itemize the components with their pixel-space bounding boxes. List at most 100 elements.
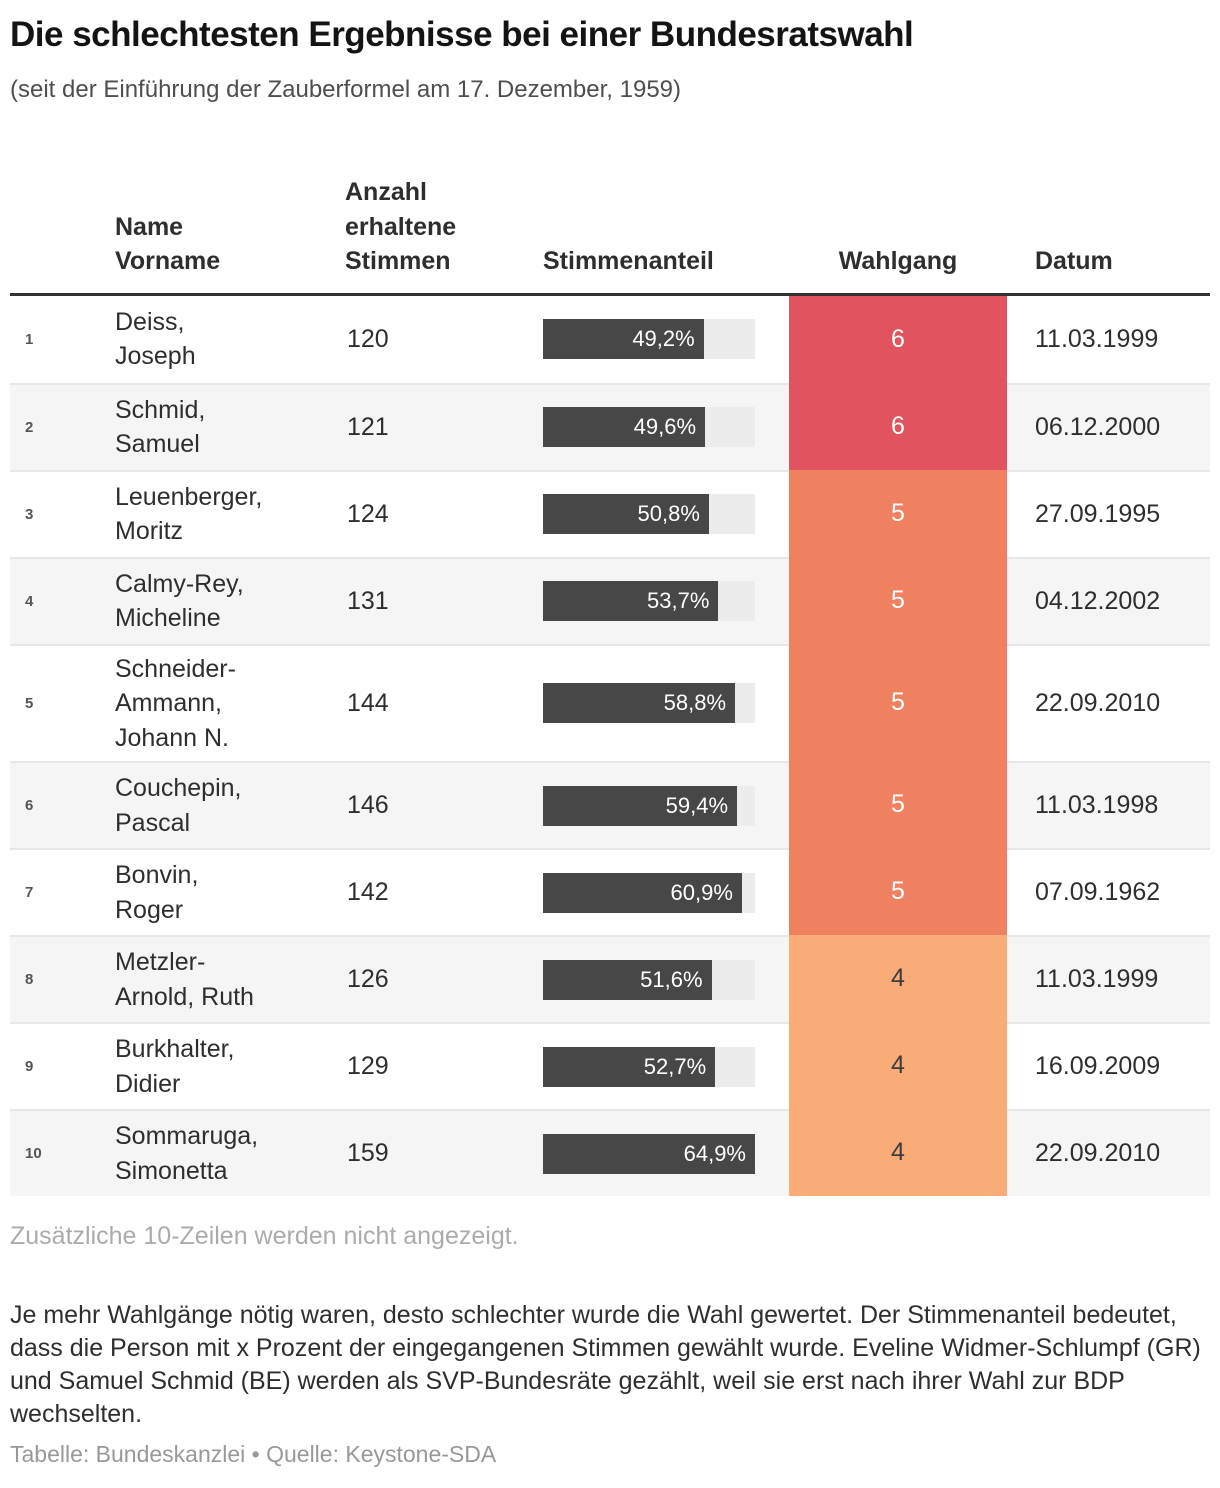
row-share: 52,7% bbox=[543, 1022, 789, 1109]
share-bar-fill: 59,4% bbox=[543, 785, 738, 826]
row-rank: 4 bbox=[10, 556, 115, 644]
row-date: 04.12.2002 bbox=[1007, 556, 1210, 644]
column-header-round-label: Wahlgang bbox=[838, 247, 958, 276]
share-bar-track: 49,6% bbox=[543, 407, 755, 448]
row-date: 11.03.1999 bbox=[1007, 935, 1210, 1023]
source-credit: Tabelle: Bundeskanzlei • Quelle: Keyston… bbox=[10, 1441, 497, 1468]
table-row: 4 Calmy-Rey, Micheline 131 53,7% 5 04.12.2002 bbox=[10, 556, 1210, 644]
share-bar-fill: 52,7% bbox=[543, 1046, 716, 1087]
row-votes: 126 bbox=[345, 935, 543, 1023]
share-bar-fill: 60,9% bbox=[543, 872, 742, 913]
row-name: Deiss, Joseph bbox=[115, 296, 345, 383]
row-votes: 131 bbox=[345, 556, 543, 644]
row-share: 64,9% bbox=[543, 1109, 789, 1197]
row-name-label: Deiss, Joseph bbox=[115, 307, 196, 371]
row-round: 4 bbox=[789, 935, 1007, 1023]
row-votes: 120 bbox=[347, 324, 389, 353]
share-bar-label: 58,8% bbox=[663, 690, 727, 716]
row-round: 5 bbox=[789, 556, 1007, 644]
row-name-label: Metzler- Arnold, Ruth bbox=[115, 948, 254, 1011]
page-subtitle: (seit der Einführung der Zauberformel am… bbox=[10, 76, 682, 103]
column-header-date-label: Datum bbox=[1035, 247, 1113, 276]
share-bar-label: 52,7% bbox=[643, 1053, 707, 1079]
table-row: 10 Sommaruga, Simonetta 159 64,9% 4 22.09.201… bbox=[10, 1109, 1210, 1197]
row-round: 5 bbox=[789, 761, 1007, 849]
share-bar-fill: 51,6% bbox=[543, 959, 712, 1000]
row-round: 4 bbox=[789, 1109, 1007, 1197]
row-name: Schneider- Ammann, Johann N. bbox=[115, 643, 345, 762]
row-date: 11.03.1999 bbox=[1035, 324, 1159, 353]
row-name-label: Bonvin, Roger bbox=[115, 861, 199, 924]
column-header-round: Wahlgang bbox=[789, 244, 1007, 293]
column-header-votes-label: Anzahl erhaltene Stimmen bbox=[345, 178, 457, 276]
row-votes: 129 bbox=[345, 1022, 543, 1109]
row-date: 06.12.2000 bbox=[1007, 382, 1210, 470]
row-name-label: Calmy-Rey, Micheline bbox=[115, 569, 244, 633]
table-row: 8 Metzler- Arnold, Ruth 126 51,6% 4 11.03.199… bbox=[10, 935, 1210, 1023]
share-bar-fill: 49,2% bbox=[543, 319, 704, 360]
share-bar-label: 60,9% bbox=[670, 879, 733, 905]
row-share: 51,6% bbox=[543, 935, 789, 1023]
table-body: 1 Deiss, Joseph 120 49,2% 6 11.03.1999 2 Schmid… bbox=[10, 295, 1210, 1197]
row-rank: 1 bbox=[25, 330, 34, 348]
row-name-label: Schneider- Ammann, Johann N. bbox=[115, 654, 236, 752]
row-name-label: Burkhalter, Didier bbox=[115, 1035, 235, 1098]
datawrapper-table: Die schlechtesten Ergebnisse bei einer B… bbox=[10, 14, 1210, 1468]
row-round: 5 bbox=[789, 643, 1007, 762]
row-name-label: Schmid, Samuel bbox=[115, 395, 206, 459]
row-round: 6 bbox=[789, 382, 1007, 470]
share-bar-label: 49,2% bbox=[632, 326, 695, 352]
row-date: 07.09.1962 bbox=[1007, 848, 1210, 935]
footnote: Je mehr Wahlgänge nötig waren, desto sch… bbox=[10, 1301, 1201, 1429]
row-round: 4 bbox=[789, 1022, 1007, 1110]
row-date: 11.03.1998 bbox=[1007, 761, 1210, 849]
share-bar-fill: 49,6% bbox=[543, 407, 706, 448]
page-title: Die schlechtesten Ergebnisse bei einer B… bbox=[10, 15, 914, 54]
share-bar-track: 49,2% bbox=[543, 319, 755, 360]
column-header-name-label: Name Vorname bbox=[115, 212, 221, 276]
row-votes: 124 bbox=[345, 469, 543, 557]
table-row: 9 Burkhalter, Didier 129 52,7% 4 16.09.2009 bbox=[10, 1022, 1210, 1110]
row-votes: 146 bbox=[345, 761, 543, 849]
row-share: 58,8% bbox=[543, 643, 789, 762]
row-rank: 2 bbox=[10, 382, 115, 470]
table-row: 3 Leuenberger, Moritz 124 50,8% 5 27.09.1995 bbox=[10, 469, 1210, 557]
share-bar-track: 53,7% bbox=[543, 581, 755, 622]
share-bar-track: 60,9% bbox=[543, 872, 755, 913]
column-header-rank bbox=[10, 279, 115, 293]
row-rank: 10 bbox=[10, 1109, 115, 1197]
row-rank: 8 bbox=[10, 935, 115, 1023]
row-votes: 159 bbox=[345, 1109, 543, 1197]
share-bar-track: 59,4% bbox=[543, 785, 755, 826]
row-share: 60,9% bbox=[543, 848, 789, 935]
column-header-name: Name Vorname bbox=[115, 210, 345, 293]
row-votes: 121 bbox=[345, 382, 543, 470]
share-bar-label: 50,8% bbox=[637, 501, 700, 527]
row-name: Sommaruga, Simonetta bbox=[115, 1109, 345, 1197]
table-row: 5 Schneider- Ammann, Johann N. 144 58,8% 5 22… bbox=[10, 643, 1210, 762]
column-header-date: Datum bbox=[1007, 244, 1210, 293]
row-share: 59,4% bbox=[543, 761, 789, 849]
row-name: Calmy-Rey, Micheline bbox=[115, 556, 345, 644]
column-header-share: Stimmenanteil bbox=[543, 244, 789, 293]
share-bar-fill: 58,8% bbox=[543, 683, 736, 724]
share-bar-track: 50,8% bbox=[543, 494, 755, 535]
row-name: Burkhalter, Didier bbox=[115, 1022, 345, 1109]
share-bar-label: 53,7% bbox=[647, 588, 710, 614]
share-bar-fill: 64,9% bbox=[543, 1133, 755, 1174]
column-header-share-label: Stimmenanteil bbox=[543, 247, 714, 276]
share-bar-track: 64,9% bbox=[543, 1133, 755, 1174]
row-round: 6 bbox=[789, 295, 1007, 383]
row-round: 5 bbox=[789, 469, 1007, 557]
table-row: 2 Schmid, Samuel 121 49,6% 6 06.12.2000 bbox=[10, 382, 1210, 470]
row-date: 22.09.2010 bbox=[1007, 1109, 1210, 1197]
row-name-label: Couchepin, Pascal bbox=[115, 774, 242, 837]
row-rank: 6 bbox=[10, 761, 115, 849]
row-name: Metzler- Arnold, Ruth bbox=[115, 935, 345, 1023]
row-rank: 7 bbox=[10, 848, 115, 935]
share-bar-label: 49,6% bbox=[633, 414, 697, 440]
hidden-rows-notice: Zusätzliche 10-Zeilen werden nicht angez… bbox=[10, 1222, 519, 1251]
row-date: 16.09.2009 bbox=[1007, 1022, 1210, 1109]
row-name: Bonvin, Roger bbox=[115, 848, 345, 935]
row-round: 5 bbox=[789, 848, 1007, 936]
